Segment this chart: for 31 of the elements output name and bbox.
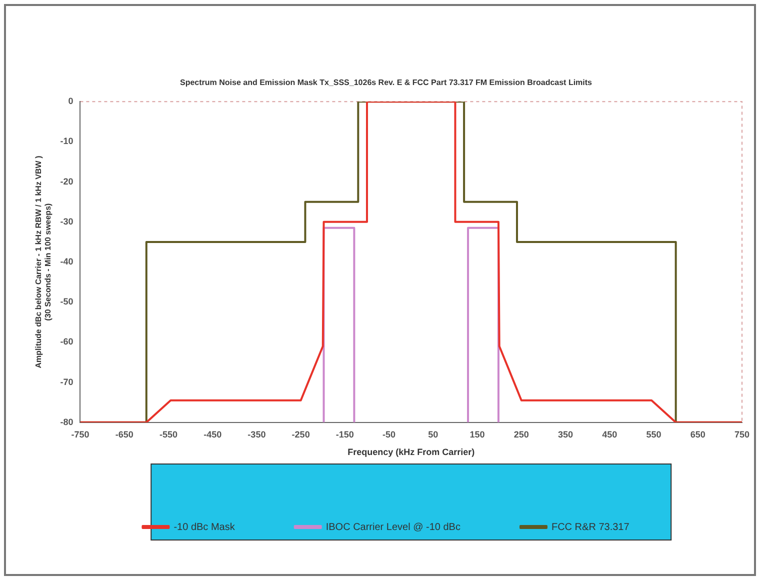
y-tick-label: -20 — [60, 176, 74, 186]
x-tick-label: -550 — [159, 429, 178, 440]
x-tick-label: -750 — [71, 429, 90, 440]
legend-label: FCC R&R 73.317 — [551, 522, 630, 533]
x-tick-label: -450 — [204, 429, 222, 440]
y-tick-label: -60 — [60, 336, 74, 347]
x-tick-label: 350 — [558, 429, 574, 440]
y-axis-title: Amplitude dBc below Carrier - 1 kHz RBW / 1 kHz VBW ) (30 Seconds - Min 100 sweeps) — [34, 155, 53, 368]
x-tick-label: -50 — [382, 429, 396, 440]
x-tick-label: 250 — [514, 429, 529, 440]
x-tick-label: 50 — [428, 429, 438, 440]
x-tick-label: -150 — [336, 429, 354, 440]
x-tick-label: 750 — [734, 429, 750, 440]
y-tick-label: 0 — [68, 96, 74, 106]
legend-label: -10 dBc Mask — [174, 522, 236, 533]
y-tick-label: -70 — [60, 376, 74, 387]
y-tick-label: -50 — [60, 296, 74, 307]
x-tick-label: 650 — [690, 429, 706, 440]
chart-title: Spectrum Noise and Emission Mask Tx_SSS_1026s Rev. E & FCC Part 73.317 FM Emission Broadcast Limits — [180, 78, 593, 88]
x-tick-label: 150 — [470, 429, 485, 440]
legend-label: IBOC Carrier Level @ -10 dBc — [326, 522, 460, 533]
x-tick-label: -650 — [115, 429, 134, 440]
y-tick-label: -40 — [60, 256, 74, 266]
y-tick-label: -80 — [60, 416, 74, 427]
y-tick-label: -10 — [60, 136, 74, 146]
x-tick-label: 450 — [602, 429, 618, 440]
y-tick-label: -30 — [60, 216, 74, 226]
x-tick-label: -350 — [248, 429, 266, 440]
x-axis-title: Frequency (kHz From Carrier) — [348, 447, 475, 458]
x-tick-label: -250 — [292, 429, 310, 440]
x-tick-label: 550 — [646, 429, 662, 440]
